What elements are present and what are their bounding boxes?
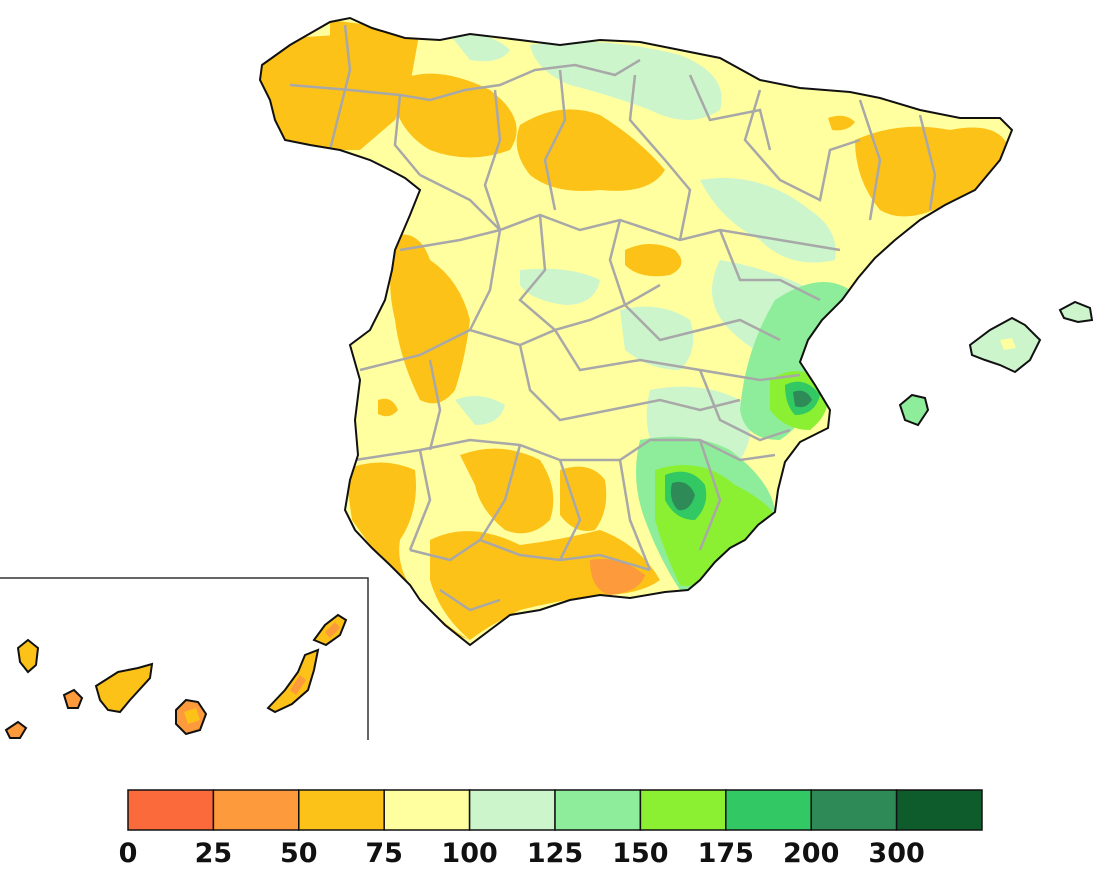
zone-huelva (345, 462, 470, 640)
zone-ciudad-real (455, 396, 505, 425)
zone-malaga-granada (590, 559, 645, 595)
canary-islands-inset (0, 577, 369, 740)
legend-label: 200 (783, 838, 840, 869)
legend-label: 125 (526, 838, 584, 869)
legend-swatch (383, 789, 471, 831)
zone-navarra-spot (828, 115, 855, 131)
zone-catalonia (855, 126, 1010, 217)
legend-swatch (895, 789, 983, 831)
zone-alicante-peak (793, 390, 812, 408)
peninsula (259, 17, 1013, 646)
lanzarote-dark (325, 622, 340, 638)
zone-extremadura-spot (378, 398, 398, 417)
legend-label: 100 (441, 838, 498, 869)
mallorca-spot (1000, 338, 1016, 350)
legend-label: 0 (118, 838, 138, 869)
legend-swatch (212, 789, 300, 831)
zone-madrid-center (625, 244, 682, 277)
menorca (1058, 300, 1094, 324)
legend-colorbar (127, 789, 983, 831)
province-borders (289, 24, 937, 612)
balearic-islands (898, 300, 1094, 427)
la-gomera (62, 688, 84, 709)
zone-extremadura-west (390, 234, 470, 404)
legend-swatch (298, 789, 385, 831)
zone-jaen (560, 466, 607, 531)
legend-labels: 0 25 50 75 100 125 150 175 200 300 (0, 838, 1105, 878)
legend-label: 25 (194, 838, 233, 869)
zone-cantabria-basque (450, 34, 510, 62)
zone-asturias (390, 73, 517, 158)
legend-swatch (127, 789, 215, 831)
fuerteventura (266, 648, 320, 714)
el-hierro (4, 720, 28, 739)
inset-frame (0, 577, 369, 740)
legend-swatch (468, 789, 556, 831)
legend-label: 75 (365, 838, 403, 869)
zone-burgos-rioja (530, 41, 722, 120)
zone-leon-burgos (516, 109, 665, 191)
zone-soria-aragon (700, 178, 836, 263)
legend-swatch (639, 789, 727, 831)
legend-label: 175 (697, 838, 754, 869)
precipitation-zones (260, 20, 1010, 640)
legend-swatch (554, 789, 642, 831)
legend-label: 50 (280, 838, 318, 869)
fuerteventura-dark (290, 675, 306, 695)
legend-label: 150 (612, 838, 669, 869)
zone-andalusia-south (430, 530, 660, 640)
gran-canaria-center (184, 708, 200, 724)
la-palma (16, 638, 40, 674)
legend-label: 300 (868, 838, 925, 869)
zone-murcia-peak (670, 481, 695, 511)
tenerife (94, 662, 154, 714)
legend-swatch (810, 789, 898, 831)
ibiza (898, 393, 930, 427)
legend-swatch (725, 789, 812, 831)
